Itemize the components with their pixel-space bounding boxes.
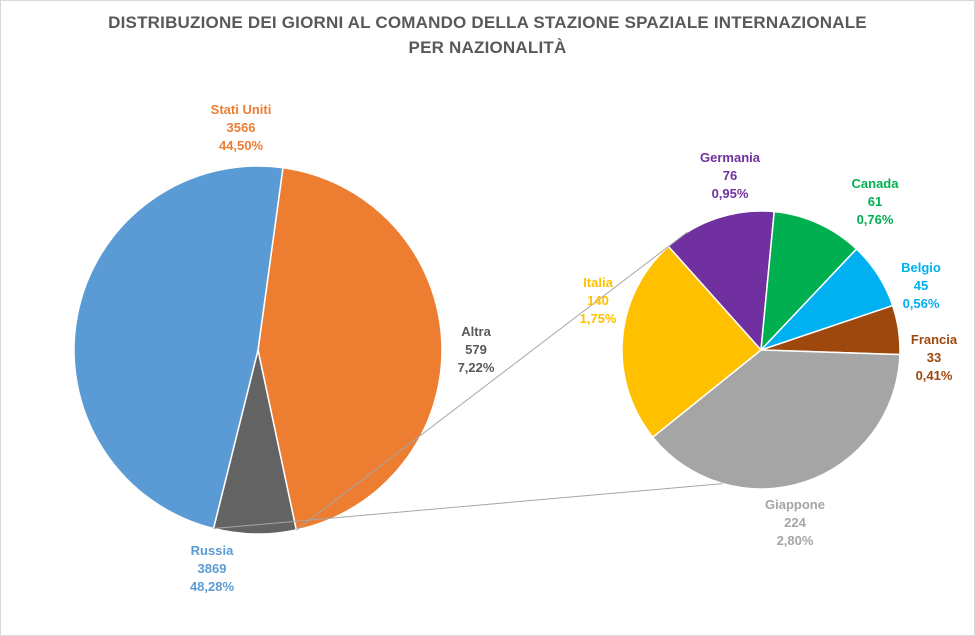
data-label-francia: Francia 33 0,41% bbox=[911, 332, 958, 383]
label-value: 3566 bbox=[227, 120, 256, 135]
label-name: Russia bbox=[191, 543, 234, 558]
connector-line-top bbox=[295, 231, 688, 531]
data-label-germania: Germania 76 0,95% bbox=[700, 150, 761, 201]
label-name: Italia bbox=[583, 275, 613, 290]
label-name: Altra bbox=[461, 324, 491, 339]
label-value: 3869 bbox=[198, 561, 227, 576]
label-percent: 0,95% bbox=[712, 186, 749, 201]
label-percent: 0,76% bbox=[857, 212, 894, 227]
data-label-giappone: Giappone 224 2,80% bbox=[765, 497, 825, 548]
label-percent: 0,56% bbox=[903, 296, 940, 311]
label-percent: 2,80% bbox=[777, 533, 814, 548]
primary-slice-russia bbox=[73, 165, 284, 530]
data-label-italia: Italia 140 1,75% bbox=[580, 275, 617, 326]
data-label-canada: Canada 61 0,76% bbox=[852, 176, 900, 227]
label-value: 76 bbox=[723, 168, 737, 183]
label-name: Francia bbox=[911, 332, 958, 347]
label-percent: 48,28% bbox=[190, 579, 235, 594]
data-label-belgio: Belgio 45 0,56% bbox=[901, 260, 941, 311]
data-label-stati-uniti: Stati Uniti 3566 44,50% bbox=[211, 102, 272, 153]
data-label-russia: Russia 3869 48,28% bbox=[190, 543, 235, 594]
label-percent: 44,50% bbox=[219, 138, 264, 153]
secondary-slice-canada bbox=[760, 210, 858, 353]
label-name: Belgio bbox=[901, 260, 941, 275]
secondary-slice-giappone bbox=[651, 349, 901, 490]
label-value: 33 bbox=[927, 350, 941, 365]
data-label-altra: Altra 579 7,22% bbox=[458, 324, 495, 375]
label-value: 61 bbox=[868, 194, 882, 209]
chart-title-line-1: DISTRIBUZIONE DEI GIORNI AL COMANDO DELL… bbox=[108, 13, 867, 32]
label-value: 45 bbox=[914, 278, 928, 293]
label-value: 224 bbox=[784, 515, 806, 530]
label-name: Germania bbox=[700, 150, 761, 165]
label-percent: 7,22% bbox=[458, 360, 495, 375]
label-name: Stati Uniti bbox=[211, 102, 272, 117]
label-value: 579 bbox=[465, 342, 487, 357]
label-name: Canada bbox=[852, 176, 900, 191]
secondary-slice-italia bbox=[621, 245, 763, 439]
label-percent: 0,41% bbox=[916, 368, 953, 383]
label-value: 140 bbox=[587, 293, 609, 308]
chart-title-line-2: PER NAZIONALITÀ bbox=[408, 38, 567, 57]
label-name: Giappone bbox=[765, 497, 825, 512]
chart-title: DISTRIBUZIONE DEI GIORNI AL COMANDO DELL… bbox=[0, 10, 975, 60]
connector-line-bottom bbox=[213, 483, 723, 530]
primary-slice-stati-uniti bbox=[257, 166, 443, 531]
label-percent: 1,75% bbox=[580, 311, 617, 326]
